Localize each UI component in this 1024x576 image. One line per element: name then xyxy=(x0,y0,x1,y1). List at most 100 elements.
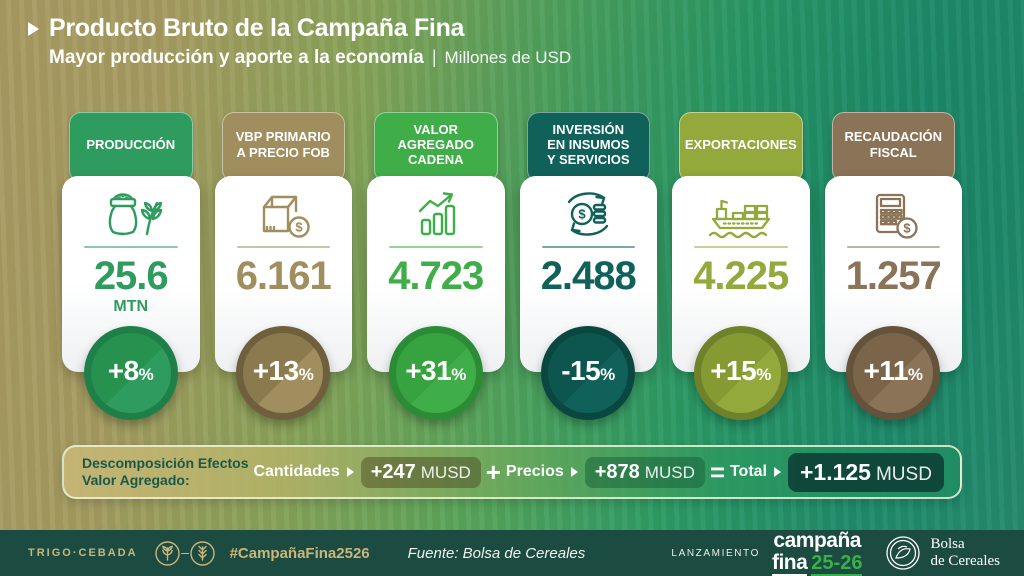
card-value: 1.257 xyxy=(845,254,942,298)
delta-percent-sign: % xyxy=(451,365,467,384)
wheat-badge-icon xyxy=(154,540,180,566)
delta-percent-sign: % xyxy=(907,365,924,384)
card-divider xyxy=(694,246,788,248)
metric-cards-row: PRODUCCIÓN 25.6 xyxy=(62,112,962,424)
bolsa-de-cereales: Bolsa de Cereales xyxy=(884,534,1000,572)
cycle-dollar-icon: $ xyxy=(549,185,627,243)
barley-badge-icon xyxy=(189,540,215,566)
launch-label: LANZAMIENTO xyxy=(671,547,760,559)
card-header-chip: VBP PRIMARIO A PRECIO FOB xyxy=(221,112,345,182)
delta-percent-sign: % xyxy=(138,365,154,384)
subtitle-divider: | xyxy=(431,47,437,67)
delta-badge: -15% xyxy=(541,326,636,420)
card-header-chip: VALOR AGREGADO CADENA xyxy=(374,112,498,182)
delta-badge: +15% xyxy=(693,326,788,420)
quantities-unit: MUSD xyxy=(420,462,471,482)
delta-badge: +13% xyxy=(236,326,331,420)
subtitle-unit-note: Millones de USD xyxy=(444,48,572,67)
bolsa-de-cereales-label: Bolsa de Cereales xyxy=(930,536,1000,570)
box-dollar-icon: $ xyxy=(244,185,322,243)
delta-value: +31 xyxy=(405,355,452,386)
badge-connector xyxy=(180,552,189,554)
delta-value: +13 xyxy=(252,355,300,386)
card-divider xyxy=(389,246,483,248)
card-title: VBP PRIMARIO A PRECIO FOB xyxy=(235,129,331,160)
card-title: INVERSIÓN EN INSUMOS Y SERVICIOS xyxy=(546,121,630,168)
prices-unit: MUSD xyxy=(644,462,695,482)
prices-value: +878 xyxy=(594,460,640,483)
metric-card-inversion: INVERSIÓN EN INSUMOS Y SERVICIOS $ xyxy=(519,112,657,424)
prices-value-chip: +878 MUSD xyxy=(584,456,705,488)
delta-badge: +31% xyxy=(388,326,483,420)
grain-sack-icon xyxy=(92,185,170,243)
total-segment: Total +1.125 MUSD xyxy=(729,452,944,492)
svg-text:$: $ xyxy=(579,207,587,222)
decomposition-label: Descomposición Efectos Valor Agregado: xyxy=(82,455,249,488)
metric-card-recaudacion: RECAUDACIÓN FISCAL $ 1.257 xyxy=(824,112,962,424)
header: Producto Bruto de la Campaña Fina Mayor … xyxy=(28,14,571,69)
calculator-dollar-icon: $ xyxy=(854,185,932,243)
card-value: 25.6 xyxy=(93,254,169,298)
metric-card-vbp: VBP PRIMARIO A PRECIO FOB $ 6.161 xyxy=(214,112,352,424)
card-header-chip: INVERSIÓN EN INSUMOS Y SERVICIOS xyxy=(526,112,650,182)
footer: TRIGO·CEBADA #CampañaFina2526 Fuente: Bo… xyxy=(0,530,1024,576)
delta-value: +15 xyxy=(710,355,757,386)
quantities-value: +247 xyxy=(370,460,416,483)
card-value: 2.488 xyxy=(540,254,637,298)
card-title: EXPORTACIONES xyxy=(684,136,797,152)
card-divider xyxy=(846,246,940,248)
delta-value: +8 xyxy=(107,355,139,386)
delta-percent-sign: % xyxy=(600,365,616,384)
org-line2: de Cereales xyxy=(930,553,1000,569)
page-subtitle: Mayor producción y aporte a la economía xyxy=(49,47,424,68)
total-value-chip: +1.125 MUSD xyxy=(787,452,944,492)
footer-right: LANZAMIENTO campaña fina 25-26 Bolsa de … xyxy=(671,530,1000,576)
org-line1: Bolsa xyxy=(930,536,965,553)
card-divider xyxy=(84,246,178,248)
crops-label: TRIGO·CEBADA xyxy=(28,547,138,559)
title-arrow-icon xyxy=(28,21,39,36)
delta-badge: +11% xyxy=(846,326,941,420)
crop-badges xyxy=(154,540,216,567)
card-divider xyxy=(236,246,330,248)
hashtag-label: #CampañaFina2526 xyxy=(229,544,370,562)
card-header-chip: RECAUDACIÓN FISCAL xyxy=(831,112,955,182)
quantities-label: Cantidades xyxy=(253,463,340,480)
card-body: $ 1.257 xyxy=(824,176,962,372)
metric-card-exportaciones: EXPORTACIONES 4.225 xyxy=(672,112,810,424)
arrow-icon xyxy=(773,467,781,477)
card-value: 4.723 xyxy=(388,254,484,298)
campana-fina-wordmark: campaña fina 25-26 xyxy=(771,528,863,576)
card-title: PRODUCCIÓN xyxy=(86,136,176,152)
decomposition-label-line1: Descomposición Efectos xyxy=(82,455,249,472)
metric-card-valor-agregado: VALOR AGREGADO CADENA 4.723 +31% xyxy=(367,112,505,424)
page-title: Producto Bruto de la Campaña Fina xyxy=(49,14,465,42)
prices-segment: Precios +878 MUSD xyxy=(505,456,705,488)
card-divider xyxy=(541,246,635,248)
card-value: 4.225 xyxy=(693,254,789,298)
equals-operator: = xyxy=(709,457,725,487)
arrow-icon xyxy=(346,467,354,477)
arrow-icon xyxy=(570,467,578,477)
wordmark-season: 25-26 xyxy=(811,553,863,576)
decomposition-bar: Descomposición Efectos Valor Agregado: C… xyxy=(62,445,962,499)
card-title: RECAUDACIÓN FISCAL xyxy=(844,129,943,160)
source-label: Fuente: Bolsa de Cereales xyxy=(407,544,586,562)
card-value: 6.161 xyxy=(235,254,332,298)
plus-operator: + xyxy=(485,457,501,487)
decomposition-label-line2: Valor Agregado: xyxy=(82,472,190,488)
delta-percent-sign: % xyxy=(756,365,772,384)
delta-value: +11 xyxy=(863,355,908,386)
card-unit: MTN xyxy=(113,298,149,315)
wordmark-line1: campaña xyxy=(773,528,861,552)
total-label: Total xyxy=(729,463,767,480)
prices-label: Precios xyxy=(505,463,564,480)
svg-text:$: $ xyxy=(904,221,912,236)
total-value: +1.125 xyxy=(799,458,871,485)
delta-value: -15 xyxy=(561,355,601,386)
card-body: $ 6.161 xyxy=(214,176,352,372)
chart-up-icon xyxy=(397,185,475,243)
card-title: VALOR AGREGADO CADENA xyxy=(397,121,475,168)
svg-text:$: $ xyxy=(296,220,304,235)
